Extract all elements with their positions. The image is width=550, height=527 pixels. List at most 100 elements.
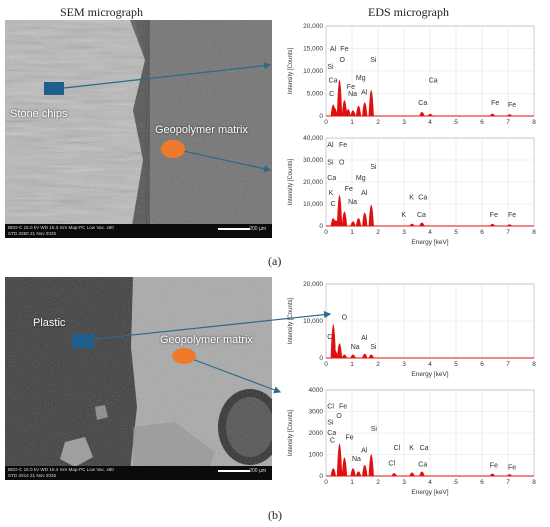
element-label: Al [361, 335, 368, 342]
scale-bar-b [218, 470, 250, 472]
element-label: Si [327, 419, 334, 426]
x-tick-label: 3 [402, 361, 406, 368]
element-label: Fe [339, 403, 347, 410]
y-tick-label: 20,000 [303, 281, 323, 288]
x-tick-label: 1 [350, 361, 354, 368]
scale-bar-a [218, 228, 250, 230]
eds-chart-b-bottom: 0 1 2 3 4 5 6 7 8 0 1000 2000 3000 4000 Cl Fe O Si Ca C Fe Na… [280, 382, 542, 498]
x-tick-label: 1 [350, 119, 354, 126]
leader-line-matrix-b [183, 355, 282, 394]
stone-chips-label: Stone chips [10, 108, 68, 120]
scale-label-b: 200 µm [249, 468, 266, 474]
y-tick-label: 1000 [309, 452, 324, 459]
y-tick-label: 4000 [309, 387, 324, 394]
geopolymer-matrix-label-b: Geopolymer matrix [160, 334, 253, 346]
y-tick-label: 3000 [309, 409, 324, 416]
element-label: Si [370, 164, 377, 171]
x-tick-label: 2 [376, 119, 380, 126]
x-tick-label: 7 [506, 361, 510, 368]
y-tick-label: 5,000 [307, 91, 324, 98]
element-label: O [339, 159, 345, 166]
element-label: Na [348, 91, 357, 98]
x-tick-label: 1 [350, 229, 354, 236]
element-label: Al [361, 447, 368, 454]
x-tick-label: 2 [376, 361, 380, 368]
element-label: Al [330, 46, 337, 53]
marker-geopolymer-a [161, 140, 185, 158]
databar-a-line2: STD 3350 21 Nov 2025 [8, 231, 57, 236]
x-tick-label: 0 [324, 361, 328, 368]
y-tick-label: 0 [319, 223, 323, 230]
x-tick-label: 6 [480, 229, 484, 236]
element-label: Fe [339, 142, 347, 149]
marker-plastic [72, 334, 94, 348]
y-axis-label: Intensity [Counts] [288, 47, 294, 94]
eds-chart-a-bottom: 0 1 2 3 4 5 6 7 8 0 10,000 20,000 30,000 40,000 Al Fe Si… [280, 130, 542, 248]
x-axis-label: Energy [keV] [411, 489, 448, 496]
element-label: Fe [490, 212, 498, 219]
x-tick-label: 6 [480, 119, 484, 126]
leader-line-stone [63, 62, 272, 89]
eds-header: EDS micrograph [368, 5, 449, 19]
x-tick-label: 7 [506, 479, 510, 486]
x-tick-label: 6 [480, 361, 484, 368]
x-tick-label: 3 [402, 479, 406, 486]
x-tick-label: 5 [454, 229, 458, 236]
element-label: Ca [418, 195, 427, 202]
element-label: Al [327, 142, 334, 149]
sem-databar-a: BED-C 15.0 kV WD 15.3 mm Map-PC Low Vac.… [5, 224, 272, 238]
element-label: Si [371, 426, 378, 433]
element-label: O [340, 57, 346, 64]
element-label: K [401, 212, 406, 219]
plastic-label: Plastic [33, 317, 66, 329]
panel-label-b: (b) [268, 508, 282, 522]
y-tick-label: 0 [319, 355, 323, 362]
element-label: O [336, 413, 342, 420]
element-label: Fe [345, 186, 353, 193]
element-label: Fe [347, 84, 355, 91]
element-label: Fe [508, 212, 516, 219]
element-label: Ca [329, 77, 338, 84]
x-tick-label: 8 [532, 119, 536, 126]
element-label: Ca [327, 175, 336, 182]
databar-b-line1: BED-C 15.0 kV WD 15.4 mm Map-PC Low Vac.… [8, 467, 114, 472]
y-axis-label: Intensity [Counts] [288, 409, 294, 456]
y-axis-label: Intensity [Counts] [288, 158, 294, 205]
element-label: Si [370, 57, 377, 64]
panel-label-a: (a) [268, 254, 282, 268]
x-tick-label: 8 [532, 479, 536, 486]
y-tick-label: 20,000 [303, 179, 323, 186]
element-label: Na [348, 199, 357, 206]
sem-image-b: Plastic Geopolymer matrix BED-C 15.0 kV … [5, 277, 272, 480]
x-tick-label: 4 [428, 229, 432, 236]
x-tick-label: 2 [376, 479, 380, 486]
x-axis-label: Energy [keV] [411, 239, 448, 246]
eds-chart-a-top: 0 1 2 3 4 5 6 7 8 0 5,000 10,000 15,000 20,000 Al Fe O Si… [280, 18, 542, 130]
x-tick-label: 5 [454, 361, 458, 368]
x-tick-label: 6 [480, 479, 484, 486]
x-tick-label: 8 [532, 361, 536, 368]
x-tick-label: 3 [402, 119, 406, 126]
y-tick-label: 40,000 [303, 135, 323, 142]
leader-line-plastic [84, 311, 332, 341]
sem-image-b-texture [5, 277, 272, 480]
element-label: K [329, 190, 334, 197]
x-tick-label: 0 [324, 479, 328, 486]
marker-geopolymer-b [172, 348, 196, 364]
spectrum-peak [336, 79, 343, 117]
y-tick-label: 10,000 [303, 318, 323, 325]
spectrum-peak [336, 443, 343, 477]
element-label: Ca [418, 100, 427, 107]
element-label: O [342, 315, 348, 322]
y-tick-label: 20,000 [303, 23, 323, 30]
x-tick-label: 4 [428, 119, 432, 126]
x-tick-label: 7 [506, 119, 510, 126]
element-label: Ca [418, 461, 427, 468]
eds-chart-b-top: 0 1 2 3 4 5 6 7 8 0 10,000 20,000 O C Al Na Si Intensity … [280, 276, 542, 380]
x-tick-label: 0 [324, 119, 328, 126]
element-label: K [409, 445, 414, 452]
element-label: Fe [340, 46, 348, 53]
sem-header: SEM micrograph [60, 5, 143, 19]
element-label: K [409, 195, 414, 202]
